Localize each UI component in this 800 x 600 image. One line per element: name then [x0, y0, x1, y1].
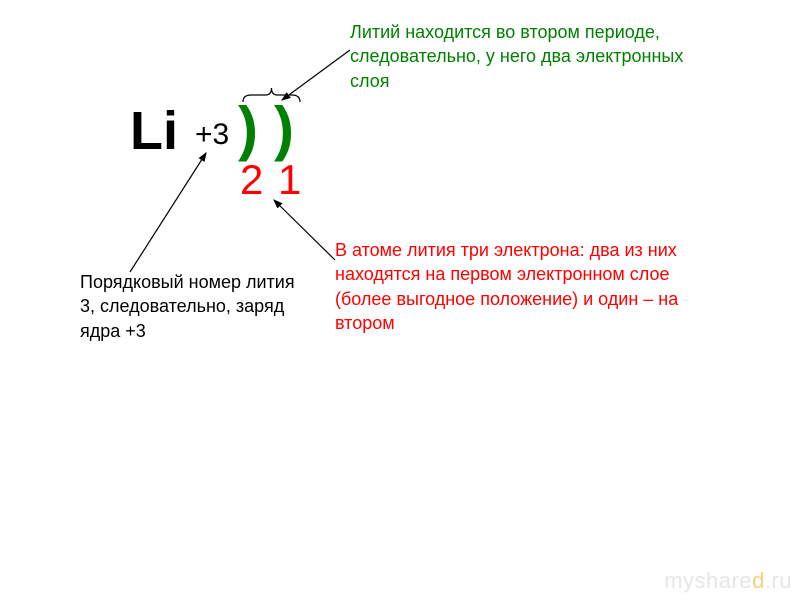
shell-paren-2: ) — [274, 94, 294, 163]
watermark-accent: d — [752, 568, 765, 593]
shell-paren-1: ) — [238, 94, 258, 163]
shell-count-1: 2 — [240, 156, 263, 204]
shell-count-2: 1 — [278, 156, 301, 204]
element-symbol: Li — [130, 100, 178, 162]
annotation-atomic-number: Порядковый номер лития 3, следовательно,… — [80, 270, 300, 343]
annotation-electron-distribution: В атоме лития три электрона: два из них … — [335, 238, 715, 335]
watermark: myshared.ru — [664, 568, 792, 594]
watermark-suffix: .ru — [765, 568, 792, 593]
watermark-prefix: myshare — [664, 568, 752, 593]
nuclear-charge: +3 — [195, 118, 229, 152]
annotation-period-shells: Литий находится во втором периоде, следо… — [350, 20, 690, 93]
